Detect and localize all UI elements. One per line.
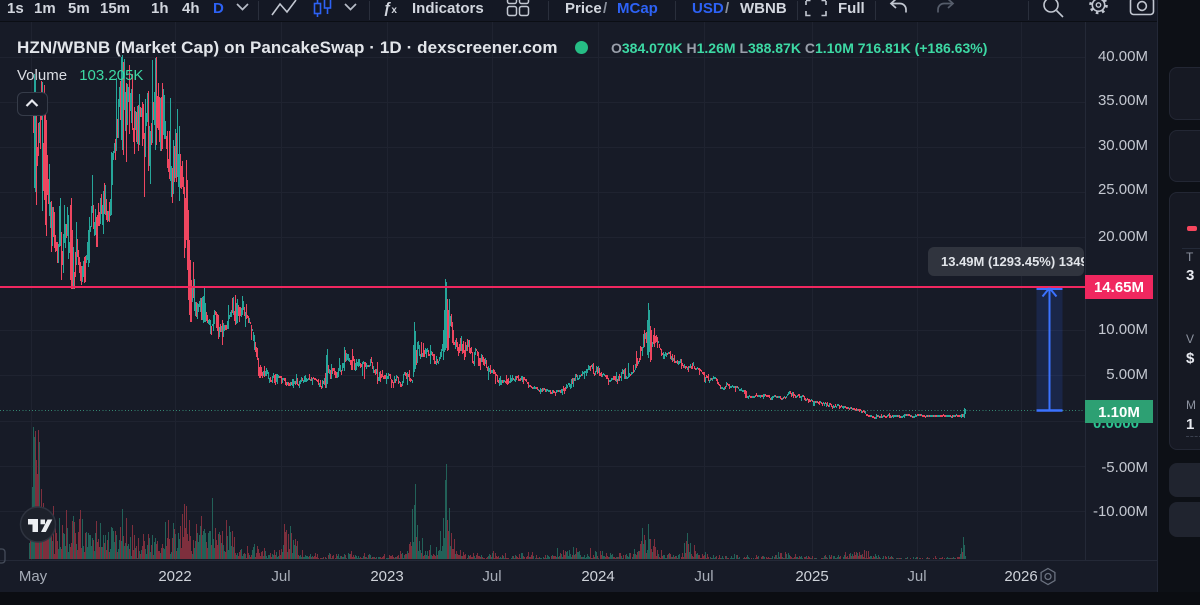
svg-text:1.10M: 1.10M [1098,404,1140,421]
svg-text:14.65M: 14.65M [1094,279,1144,296]
